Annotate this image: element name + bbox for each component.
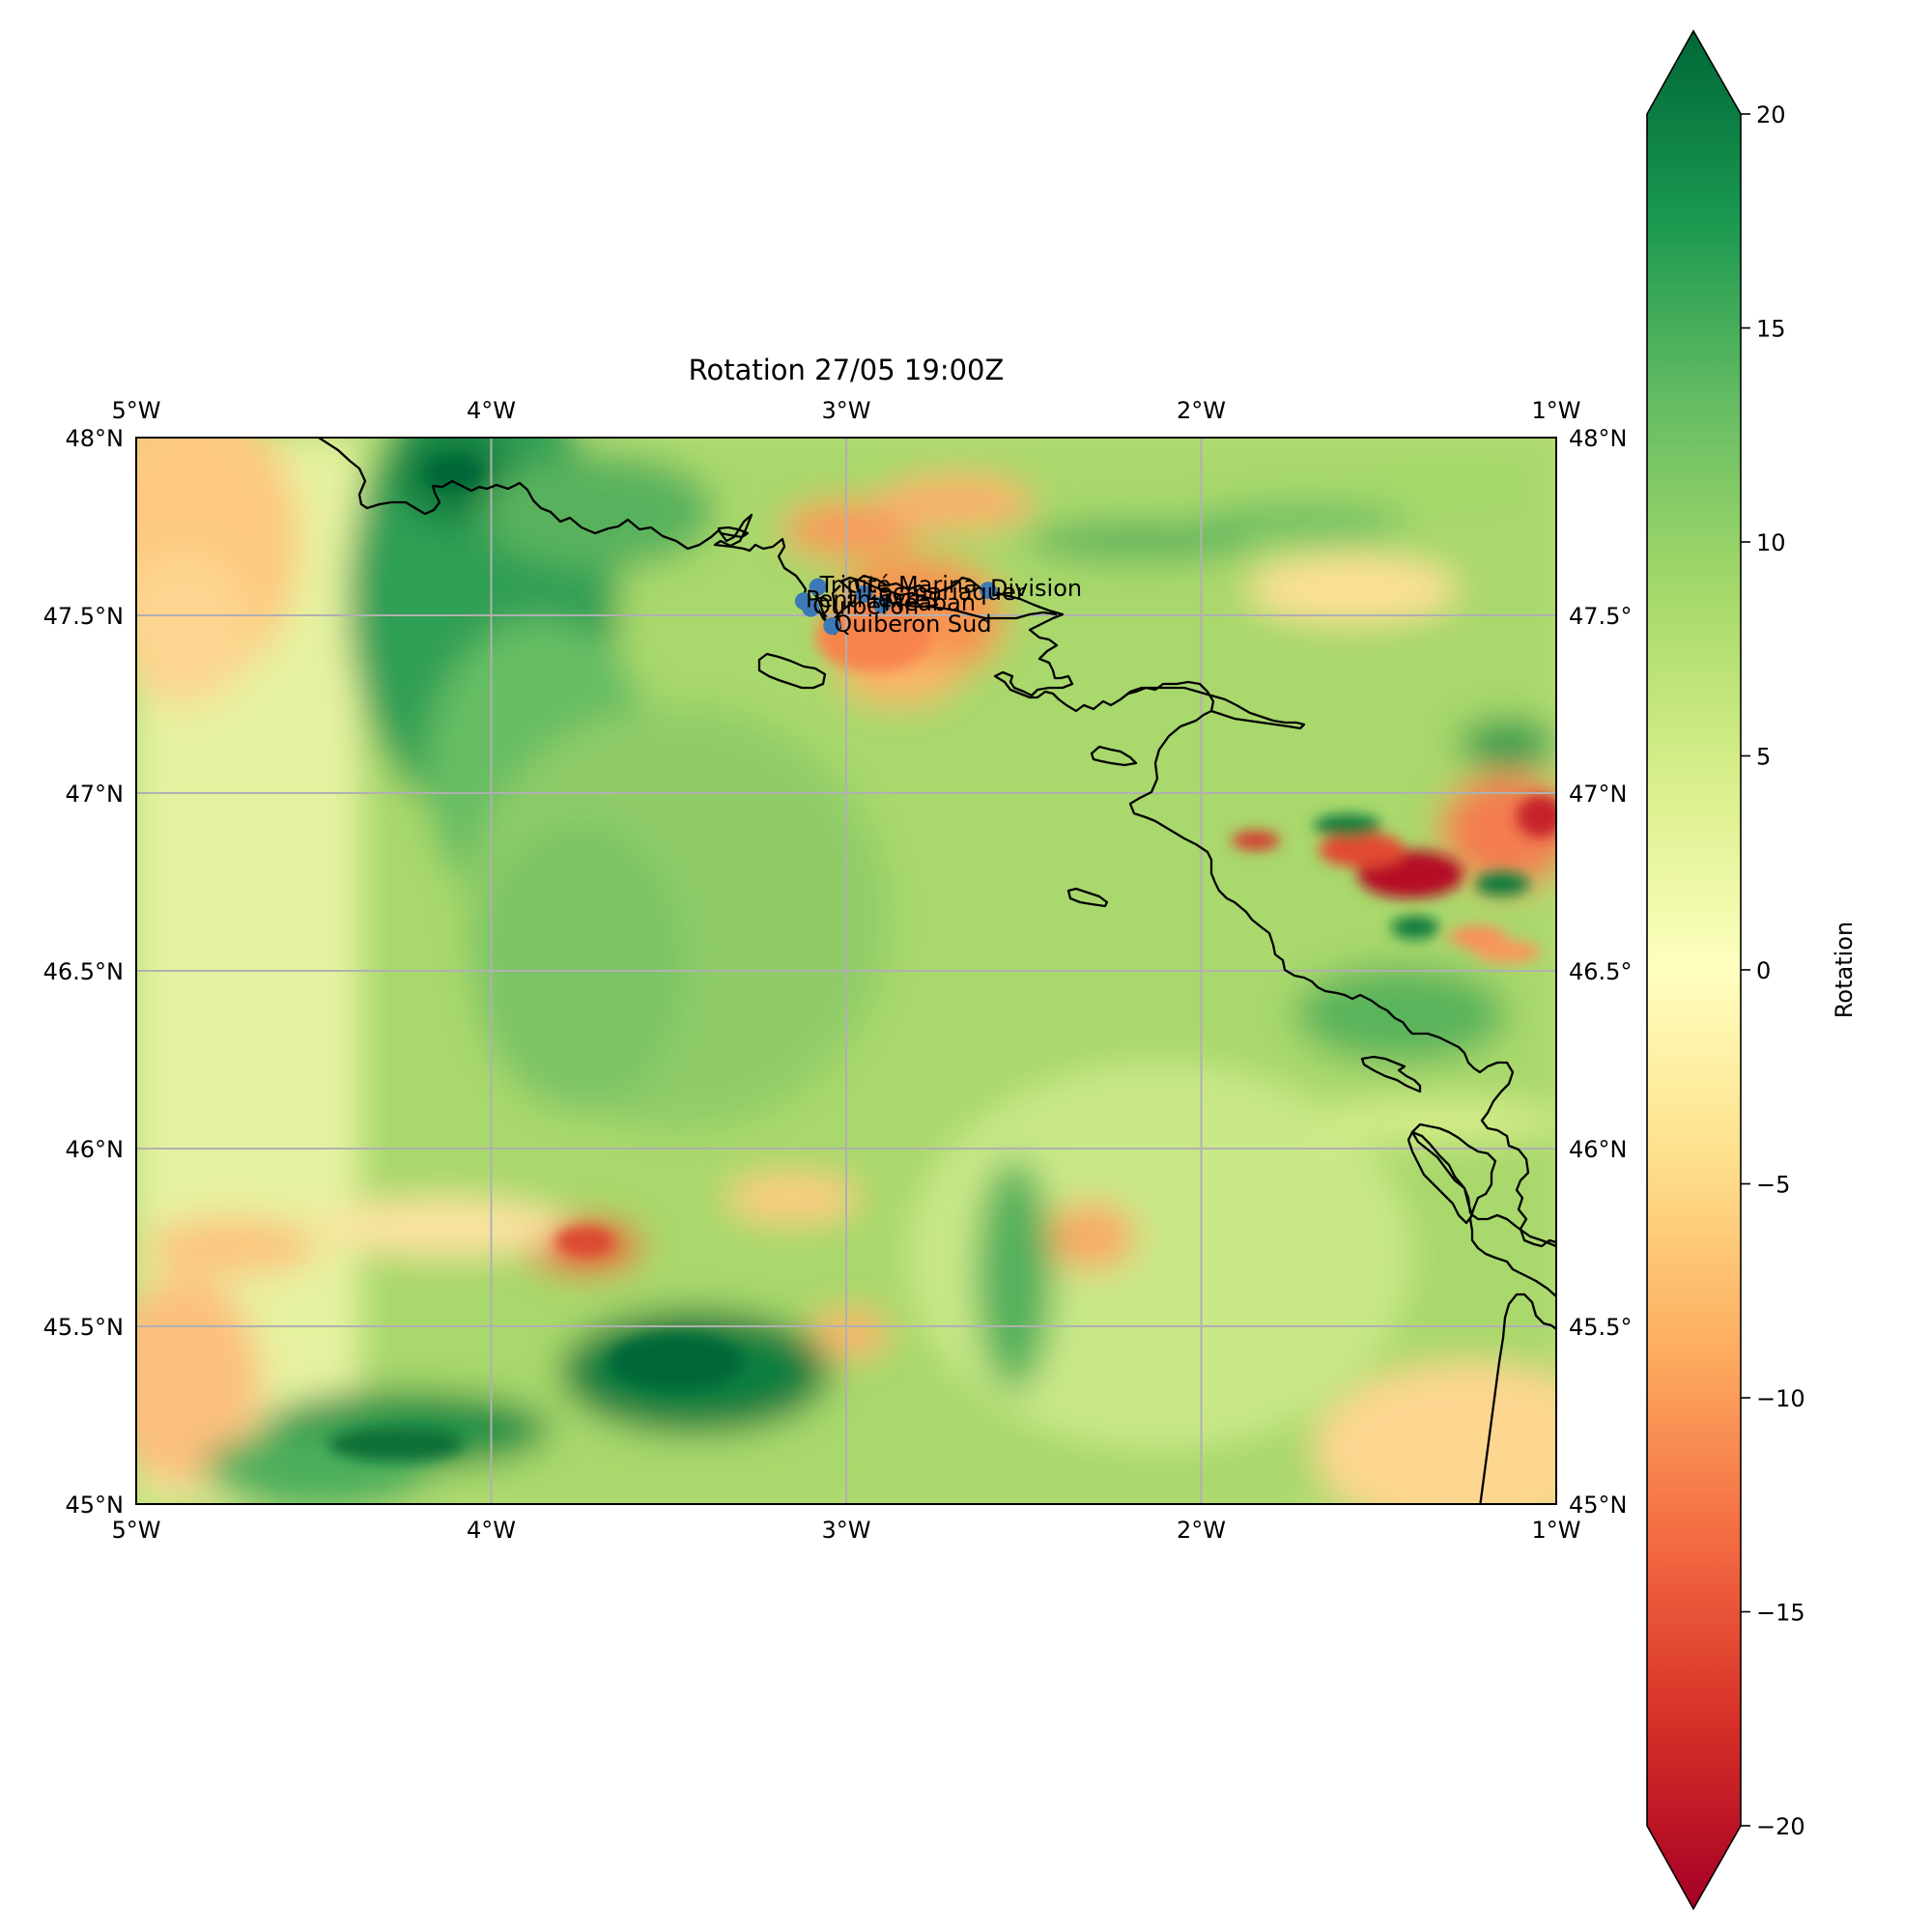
- colorbar-tick-label: 10: [1756, 529, 1786, 556]
- colorbar-tick-label: 5: [1756, 744, 1771, 771]
- lat-tick-label-right: 46.5°: [1569, 958, 1632, 985]
- ile-oleron-island: [1406, 1130, 1474, 1225]
- colorbar-ticks: 20 15 10 5 0 −5 −10 −15 −20: [1741, 101, 1805, 1840]
- station-label: Quiberon Sud: [834, 611, 991, 638]
- belle-ile-island: [757, 652, 827, 690]
- map-frame: [135, 437, 1557, 1505]
- coastline-estuary: [1410, 1122, 1556, 1297]
- ile-yeu-island: [1066, 887, 1109, 908]
- stations-layer: Trinité Marina DivisionLocmariaquerMeaban…: [794, 572, 1082, 638]
- station-marker: [855, 584, 873, 603]
- map-title: Rotation 27/05 19:00Z: [689, 354, 1005, 386]
- lon-tick-label-top: 4°W: [467, 397, 516, 424]
- ile-oleron-south: [1469, 1212, 1556, 1248]
- colorbar-tick-label: 0: [1756, 957, 1771, 984]
- colorbar-tick-label: 15: [1756, 316, 1786, 343]
- lat-tick-label-left: 47.5°N: [43, 603, 124, 630]
- lat-tick-label-right: 47.5°: [1569, 603, 1632, 630]
- lat-tick-label-right: 45°N: [1569, 1492, 1628, 1519]
- lat-tick-label-left: 46°N: [66, 1136, 125, 1163]
- lat-tick-label-right: 47°N: [1569, 781, 1628, 808]
- loire-estuary: [1120, 686, 1306, 730]
- gulf-morbihan: [838, 576, 939, 609]
- lat-tick-label-left: 45.5°N: [43, 1314, 124, 1341]
- station-marker: [980, 582, 997, 600]
- rotation-field: [136, 438, 1556, 1504]
- station-marker: [802, 599, 820, 617]
- lon-tick-label-top: 3°W: [822, 397, 871, 424]
- colorbar: 20 15 10 5 0 −5 −10 −15 −20 Rotation: [1646, 29, 1858, 1911]
- colorbar-body: [1646, 29, 1742, 1911]
- station-marker: [823, 617, 841, 636]
- rhuys-peninsula: [928, 605, 1058, 620]
- lon-tick-label-bottom: 1°W: [1532, 1517, 1581, 1544]
- station-marker: [809, 578, 827, 596]
- axis-labels: 5°W5°W4°W4°W3°W3°W2°W2°W1°W1°W48°N47.5°N…: [43, 397, 1633, 1544]
- lat-tick-label-left: 46.5°N: [43, 958, 124, 985]
- colorbar-tick-label: −10: [1756, 1385, 1805, 1412]
- lat-tick-label-right: 48°N: [1569, 425, 1628, 452]
- map-panel: Trinité Marina DivisionLocmariaquerMeaban…: [135, 437, 1557, 1505]
- station-label: Meaban: [884, 589, 976, 616]
- colorbar-tick-label: −5: [1756, 1172, 1790, 1199]
- lon-tick-label-top: 1°W: [1532, 397, 1581, 424]
- station-label: Trinité Marina: [819, 572, 978, 599]
- station-label: Quiberon: [812, 593, 919, 620]
- lat-tick-label-left: 45°N: [66, 1492, 125, 1519]
- ile-de-re-island: [1360, 1055, 1422, 1094]
- colorbar-label: Rotation: [1831, 922, 1858, 1018]
- lon-tick-label-top: 5°W: [112, 397, 161, 424]
- lat-tick-label-right: 45.5°: [1569, 1314, 1632, 1341]
- ile-groix-island: [717, 526, 750, 539]
- station-marker: [872, 595, 891, 613]
- lon-tick-label-bottom: 5°W: [112, 1517, 161, 1544]
- coastline-mainland: [318, 438, 1556, 1248]
- gridlines: [136, 438, 1556, 1504]
- station-label: Locmariaquer: [866, 579, 1025, 606]
- lat-tick-label-left: 47°N: [66, 781, 125, 808]
- coastline: [318, 438, 1556, 1504]
- lon-tick-label-bottom: 4°W: [467, 1517, 516, 1544]
- colorbar-tick-label: −20: [1756, 1813, 1805, 1840]
- lon-tick-label-top: 2°W: [1177, 397, 1226, 424]
- station-label: Division: [990, 575, 1082, 602]
- colorbar-tick-label: 20: [1756, 101, 1786, 128]
- lat-tick-label-left: 48°N: [66, 425, 125, 452]
- station-label: Penthièvre: [806, 585, 929, 612]
- noirmoutier-island: [1090, 745, 1138, 767]
- coastline-gironde: [1479, 1293, 1556, 1504]
- lon-tick-label-bottom: 3°W: [822, 1517, 871, 1544]
- lat-tick-label-right: 46°N: [1569, 1136, 1628, 1163]
- lon-tick-label-bottom: 2°W: [1177, 1517, 1226, 1544]
- colorbar-tick-label: −15: [1756, 1600, 1805, 1627]
